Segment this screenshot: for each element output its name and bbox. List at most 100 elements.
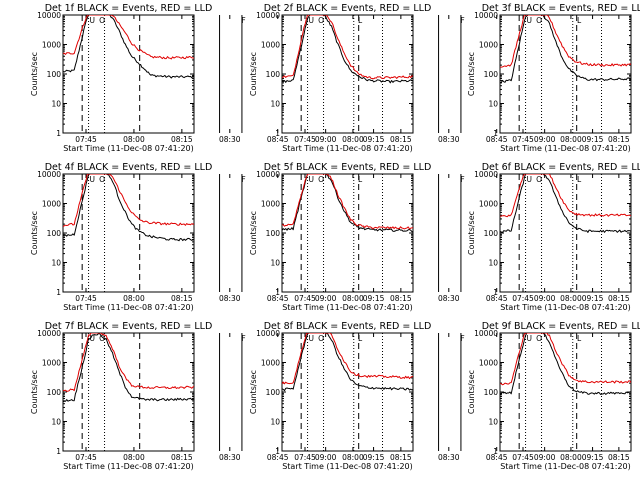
trace-group (500, 333, 631, 395)
x-tick-label: 09:00 (534, 135, 556, 144)
trace-group (282, 15, 413, 84)
x-tick-label: 08:15 (390, 135, 412, 144)
x-tick-label: 08:00 (123, 135, 145, 144)
y-tick-label: 10000 (474, 329, 498, 338)
time-marker-label: F (241, 16, 245, 25)
y-tick-label: 1 (56, 447, 61, 456)
y-tick-label: 1000 (261, 41, 280, 50)
events-rate-line (63, 333, 194, 403)
detector-panel-2: Det 2f BLACK = Events, RED = LLD11010010… (249, 3, 604, 153)
y-tick-label: 10 (51, 259, 61, 268)
detector-panel-8: Det 8f BLACK = Events, RED = LLD11010010… (249, 321, 604, 471)
y-tick-label: 10000 (256, 329, 280, 338)
x-tick-label: 09:15 (582, 135, 604, 144)
x-tick-label: 08:15 (171, 135, 193, 144)
x-tick-label: 07:45 (294, 453, 316, 462)
panel-title: Det 3f BLACK = Events, RED = LLD (482, 3, 640, 14)
y-axis-label: Counts/sec (249, 370, 258, 414)
y-axis-label: Counts/sec (467, 52, 476, 96)
x-tick-label: 08:30 (438, 135, 460, 144)
time-marker-label: F (460, 334, 464, 343)
time-marker-label: U (527, 175, 533, 184)
trace-group (282, 333, 413, 392)
x-axis-label: Start Time (11-Dec-08 07:41:20) (282, 144, 413, 153)
time-marker-label: U (309, 175, 315, 184)
y-tick-label: 10000 (37, 11, 61, 20)
y-tick-label: 1000 (479, 200, 498, 209)
events-rate-line (282, 174, 413, 233)
y-tick-label: 1000 (479, 359, 498, 368)
events-rate-line (500, 333, 631, 395)
lld-rate-line (282, 15, 413, 80)
x-tick-label: 09:15 (363, 453, 385, 462)
y-tick-label: 10 (51, 100, 61, 109)
y-tick-label: 1 (493, 129, 498, 138)
x-tick-label: 09:15 (582, 453, 604, 462)
x-tick-label: 08:30 (438, 294, 460, 303)
y-tick-label: 1 (56, 129, 61, 138)
x-tick-label: 08:45 (486, 294, 508, 303)
trace-group (63, 333, 194, 403)
time-marker-label: L (358, 16, 363, 25)
panel-title: Det 6f BLACK = Events, RED = LLD (482, 162, 640, 173)
x-tick-label: 08:00 (560, 294, 582, 303)
events-rate-line (63, 15, 194, 79)
x-axis-label: Start Time (11-Dec-08 07:41:20) (63, 303, 194, 312)
detector-panel-6: Det 6f BLACK = Events, RED = LLD 1 10 100 10… (467, 162, 640, 312)
time-marker-label: O (318, 16, 324, 25)
x-tick-label: 08:45 (486, 453, 508, 462)
x-tick-label: 08:45 (267, 135, 289, 144)
events-rate-line (63, 174, 194, 242)
detector-panel-7: Det 7f BLACK = Events, RED = LLD11010010… (30, 321, 385, 471)
y-tick-label: 10000 (37, 170, 61, 179)
x-tick-label: 08:15 (608, 135, 630, 144)
y-tick-label: 10 (51, 418, 61, 427)
x-tick-label: 09:15 (363, 135, 385, 144)
y-tick-label: 1000 (261, 200, 280, 209)
events-rate-line (282, 15, 413, 84)
x-tick-label: 08:00 (342, 135, 364, 144)
time-marker-label: O (536, 175, 542, 184)
events-rate-line (282, 333, 413, 392)
x-axis-label: Start Time (11-Dec-08 07:41:20) (500, 303, 631, 312)
x-tick-label: 08:00 (560, 135, 582, 144)
time-marker-label: U (90, 334, 96, 343)
trace-group (500, 174, 631, 233)
x-tick-label: 09:00 (534, 453, 556, 462)
x-tick-label: 09:15 (363, 294, 385, 303)
events-rate-line (500, 15, 631, 84)
x-tick-label: 08:15 (390, 453, 412, 462)
y-tick-label: 100 (484, 229, 499, 238)
time-marker-label: F (460, 175, 464, 184)
y-tick-label: 1 (56, 288, 61, 297)
x-axis-label: Start Time (11-Dec-08 07:41:20) (500, 462, 631, 471)
y-tick-label: 1000 (479, 41, 498, 50)
x-tick-label: 08:00 (342, 453, 364, 462)
lld-rate-line (282, 333, 413, 385)
x-tick-label: 08:30 (438, 453, 460, 462)
y-tick-label: 100 (484, 388, 499, 397)
x-tick-label: 07:45 (75, 135, 97, 144)
time-marker-label: U (90, 16, 96, 25)
y-axis-label: Counts/sec (467, 370, 476, 414)
y-tick-label: 100 (266, 229, 281, 238)
y-tick-label: 1 (275, 447, 280, 456)
time-marker-label: U (527, 16, 533, 25)
detector-panel-5: Det 5f BLACK = Events, RED = LLD11010010… (249, 162, 604, 312)
time-marker-label: O (536, 334, 542, 343)
y-tick-label: 100 (484, 70, 499, 79)
trace-group (500, 15, 631, 84)
y-tick-label: 100 (266, 70, 281, 79)
y-tick-label: 100 (47, 388, 62, 397)
x-tick-label: 07:45 (75, 294, 97, 303)
y-tick-label: 10000 (37, 329, 61, 338)
x-tick-label: 08:15 (608, 453, 630, 462)
time-marker-label: F (460, 16, 464, 25)
y-tick-label: 10 (270, 259, 280, 268)
x-tick-label: 08:00 (123, 294, 145, 303)
x-axis-label: Start Time (11-Dec-08 07:41:20) (282, 303, 413, 312)
time-marker-label: O (99, 334, 105, 343)
y-tick-label: 10000 (256, 11, 280, 20)
trace-group (63, 15, 194, 79)
